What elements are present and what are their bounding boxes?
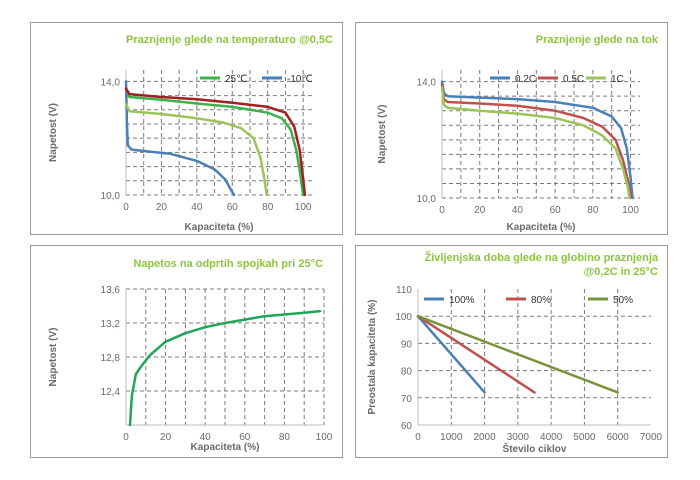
x-axis-title: Število ciklov bbox=[503, 442, 567, 455]
x-tick-label: 0 bbox=[123, 432, 129, 443]
legend-label: 25℃ bbox=[225, 74, 247, 85]
x-tick-label: 2000 bbox=[473, 432, 496, 443]
x-tick-label: 60 bbox=[239, 432, 251, 443]
series-line-1 bbox=[440, 80, 634, 200]
x-axis-title: Kapaciteta (%) bbox=[191, 442, 260, 453]
x-tick-label: 60 bbox=[227, 202, 239, 213]
y-tick-label: 70 bbox=[401, 394, 413, 405]
y-tick-label: 13,6 bbox=[101, 285, 121, 296]
x-tick-label: 3000 bbox=[507, 432, 530, 443]
x-tick-label: 100 bbox=[316, 432, 333, 443]
legend-label: -10℃ bbox=[287, 74, 313, 85]
y-axis-title: Napetost (V) bbox=[48, 103, 59, 162]
y-tick-label: 110 bbox=[396, 285, 412, 296]
series-line-4 bbox=[124, 102, 269, 197]
y-tick-label: 10,0 bbox=[417, 194, 437, 205]
series-line-1 bbox=[416, 314, 486, 394]
y-tick-label: 100 bbox=[395, 312, 412, 323]
x-tick-label: 100 bbox=[622, 205, 639, 216]
x-tick-label: 5000 bbox=[573, 432, 596, 443]
y-tick-label: 90 bbox=[401, 339, 413, 350]
chart-title-current: Praznjenje glede na tok bbox=[535, 34, 658, 46]
legend-label: 0.2C bbox=[515, 74, 536, 85]
y-tick-label: 14,0 bbox=[101, 77, 121, 88]
y-axis-title: Napetost (V) bbox=[377, 105, 388, 164]
chart-title-ocv: Napetos na odprtih spojkah pri 25°C bbox=[133, 258, 323, 270]
x-tick-label: 40 bbox=[191, 202, 203, 213]
chart-title-lifetime-line1: Življenjska doba glede na globino praznj… bbox=[424, 252, 659, 264]
legend-label: 1C bbox=[611, 74, 624, 85]
series-line-1 bbox=[128, 309, 322, 427]
x-tick-label: 80 bbox=[262, 202, 274, 213]
y-tick-label: 14,0 bbox=[417, 78, 437, 89]
legend-label: 80% bbox=[531, 295, 551, 306]
series-line-3 bbox=[440, 86, 631, 200]
series-line-2 bbox=[124, 80, 236, 197]
x-tick-label: 80 bbox=[587, 205, 599, 216]
x-tick-label: 60 bbox=[550, 205, 562, 216]
chart-title-temperature: Praznjenje glede na temperaturo @0,5C bbox=[126, 34, 333, 46]
x-tick-label: 20 bbox=[156, 202, 168, 213]
series-line-2 bbox=[416, 314, 536, 394]
chart-panel-ocv bbox=[30, 245, 343, 458]
x-tick-label: 100 bbox=[295, 202, 312, 213]
y-axis-title: Napetost (V) bbox=[48, 328, 59, 387]
x-tick-label: 7000 bbox=[640, 432, 663, 443]
x-tick-label: 40 bbox=[512, 205, 524, 216]
legend-label: 100% bbox=[449, 295, 475, 306]
x-tick-label: 0 bbox=[123, 202, 129, 213]
legend-label: 50% bbox=[613, 295, 633, 306]
x-tick-label: 6000 bbox=[607, 432, 630, 443]
y-tick-label: 13,2 bbox=[101, 319, 121, 330]
x-tick-label: 40 bbox=[200, 432, 212, 443]
x-tick-label: 20 bbox=[160, 432, 172, 443]
series-line-3 bbox=[416, 314, 619, 394]
x-tick-label: 0 bbox=[415, 432, 421, 443]
x-tick-label: 20 bbox=[474, 205, 486, 216]
series-line-3 bbox=[124, 87, 307, 197]
y-tick-label: 10,0 bbox=[101, 191, 121, 202]
series-line-2 bbox=[440, 83, 632, 200]
chart-panel-current bbox=[355, 22, 668, 235]
series-line-1 bbox=[124, 90, 305, 197]
legend-label: 0.5C bbox=[563, 74, 584, 85]
y-tick-label: 12,4 bbox=[101, 387, 121, 398]
y-axis-title: Preostala kapaciteta (%) bbox=[367, 299, 378, 414]
x-axis-title: Kapaciteta (%) bbox=[185, 222, 254, 233]
x-tick-label: 0 bbox=[439, 205, 445, 216]
x-axis-title: Kapaciteta (%) bbox=[507, 222, 576, 233]
y-tick-label: 80 bbox=[401, 367, 413, 378]
x-tick-label: 4000 bbox=[540, 432, 563, 443]
chart-title-lifetime-line2: @0,2C in 25°C bbox=[583, 266, 658, 278]
x-tick-label: 80 bbox=[279, 432, 291, 443]
x-tick-label: 1000 bbox=[440, 432, 463, 443]
y-tick-label: 12,8 bbox=[101, 353, 121, 364]
y-tick-label: 60 bbox=[401, 421, 413, 432]
